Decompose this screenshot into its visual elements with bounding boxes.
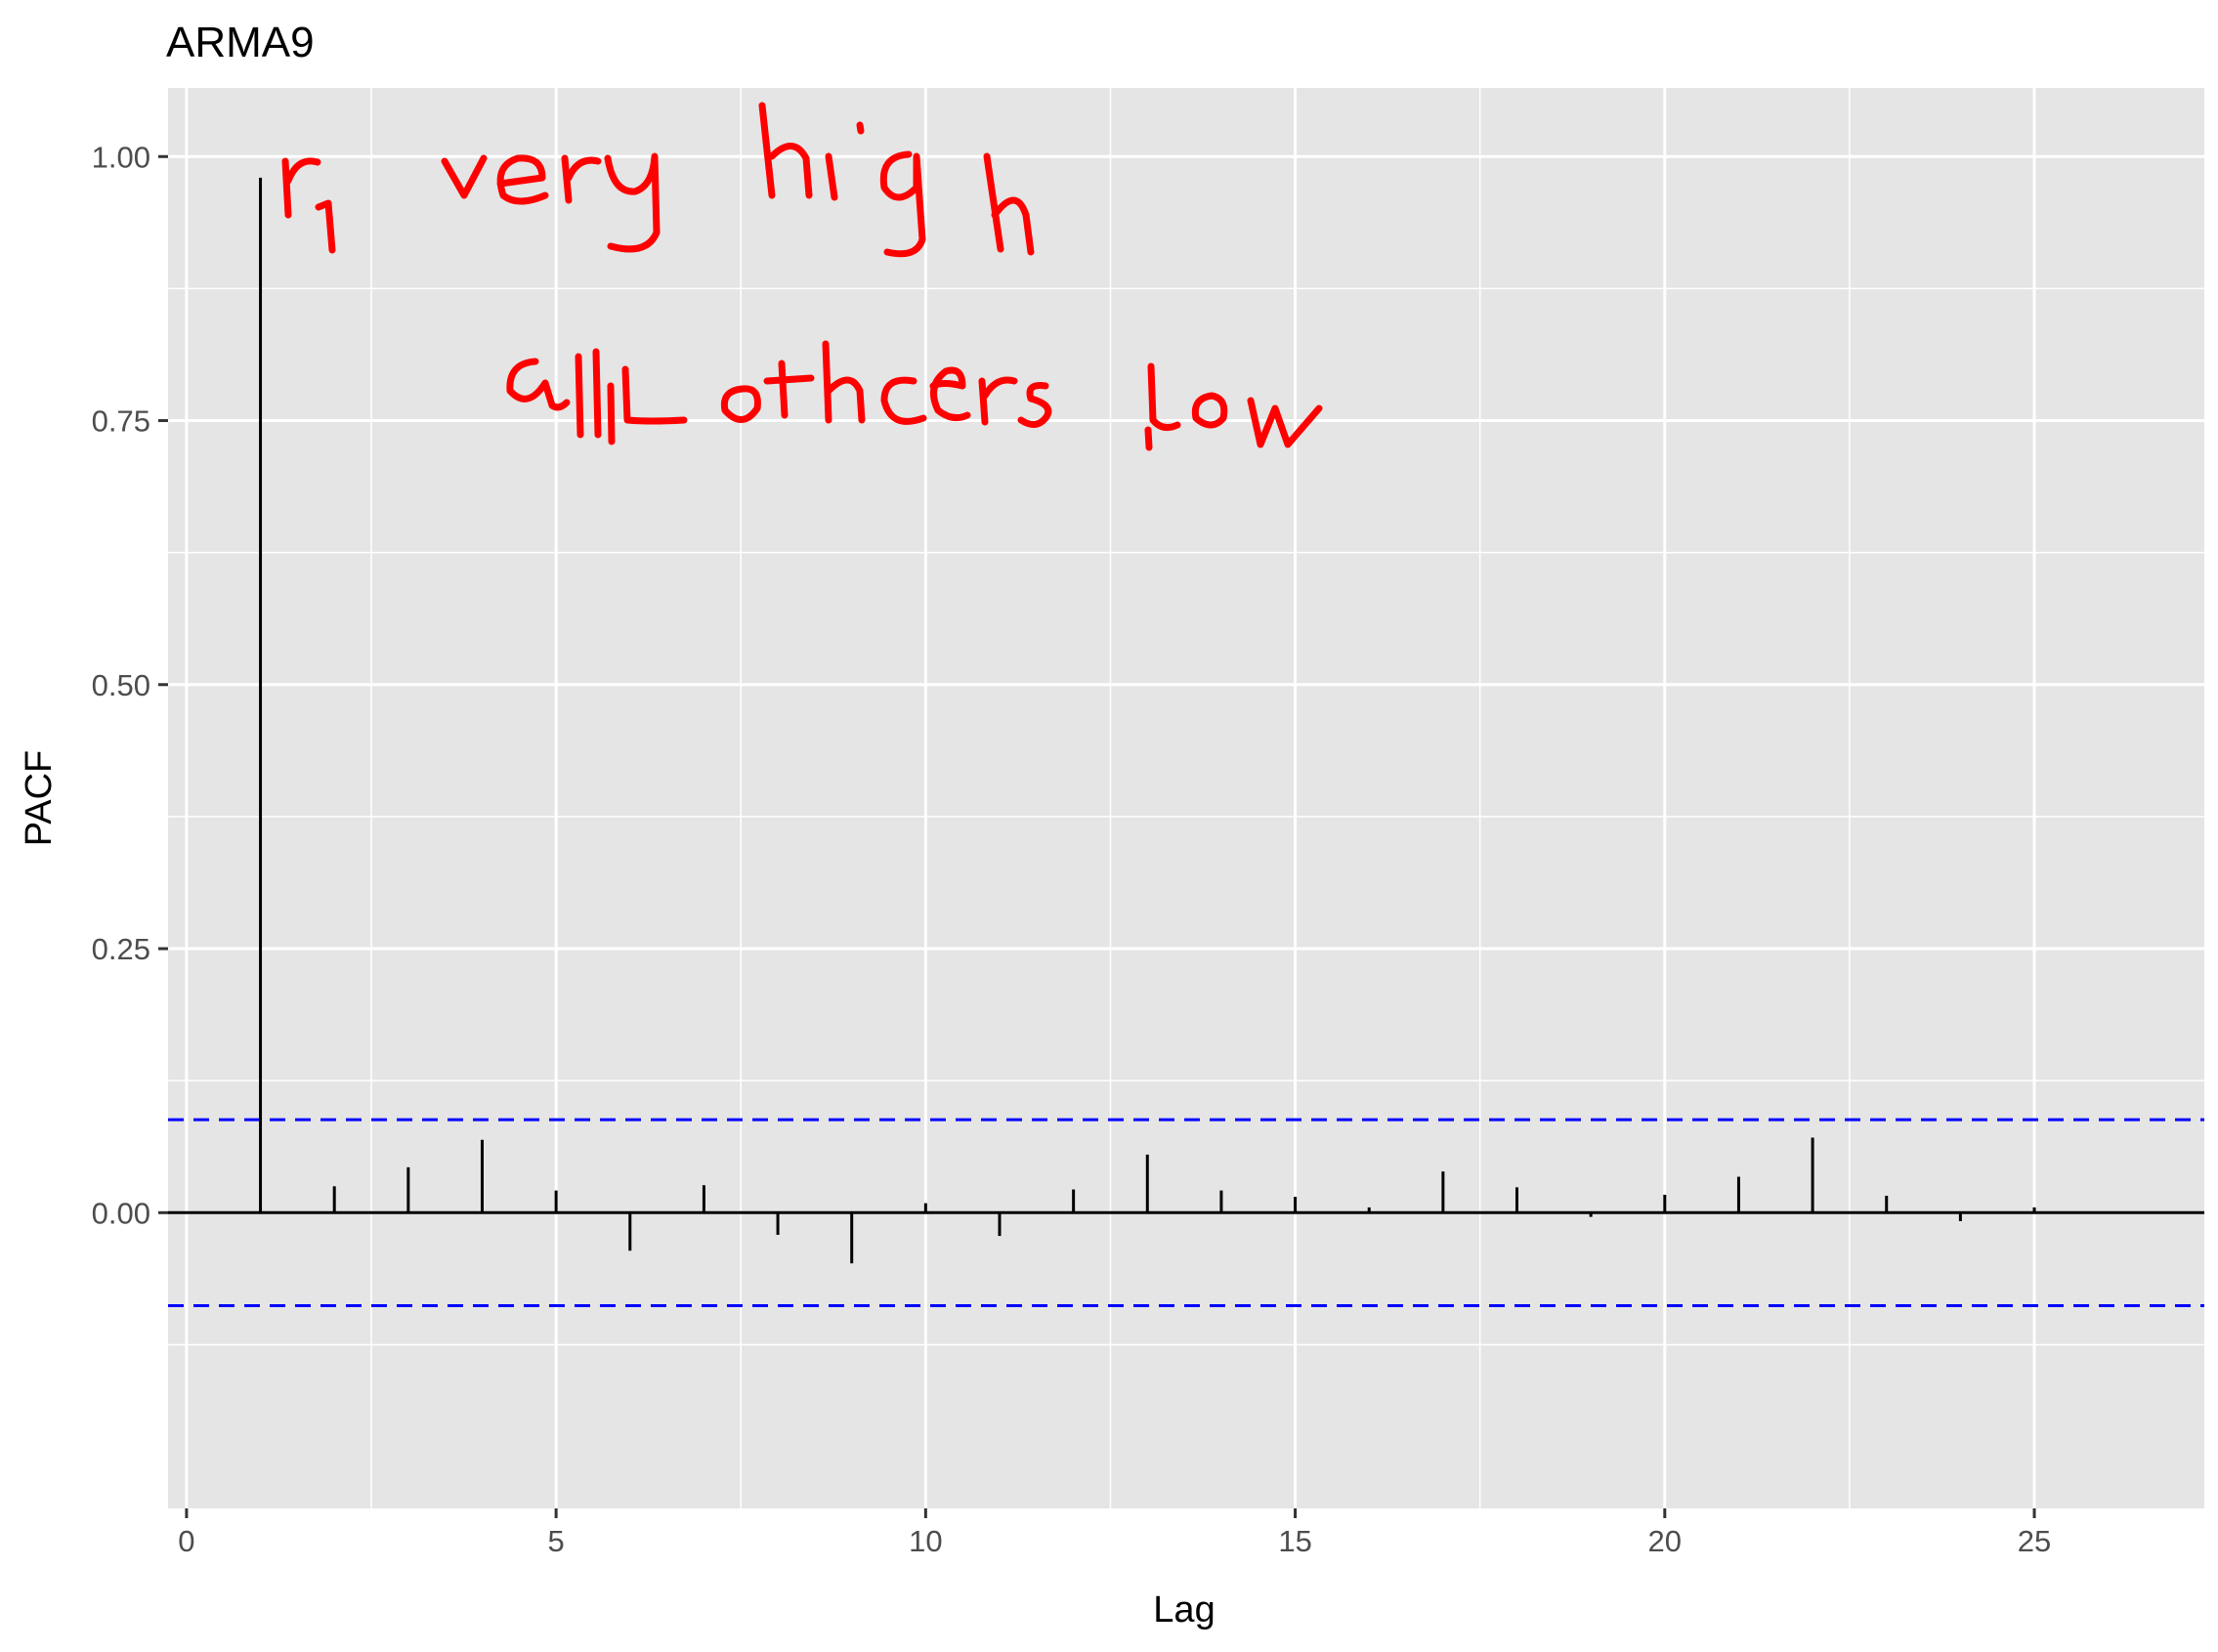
x-tick-label: 25 [2018,1524,2051,1558]
y-tick-label: 0.50 [92,668,150,702]
handwritten-annotation [281,102,1323,451]
pacf-bars [259,177,2036,1264]
x-axis-label: Lag [1153,1589,1215,1631]
y-tick-label: 0.75 [92,404,150,439]
y-tick-label: 1.00 [92,140,150,174]
x-tick-label: 5 [548,1524,565,1558]
x-tick-label: 20 [1648,1524,1682,1558]
axes: 0 5 10 15 20 25 0.00 0.25 0.50 0.75 1.00 [92,140,2052,1558]
y-tick-label: 0.00 [92,1196,150,1230]
y-tick-label: 0.25 [92,932,150,966]
chart-title: ARMA9 [166,19,315,66]
x-tick-label: 15 [1278,1524,1311,1558]
x-tick-label: 10 [909,1524,942,1558]
confidence-bounds [168,1118,2204,1307]
plot-panel [168,88,2204,1508]
x-tick-label: 0 [178,1524,194,1558]
y-axis-label: PACF [19,750,60,847]
